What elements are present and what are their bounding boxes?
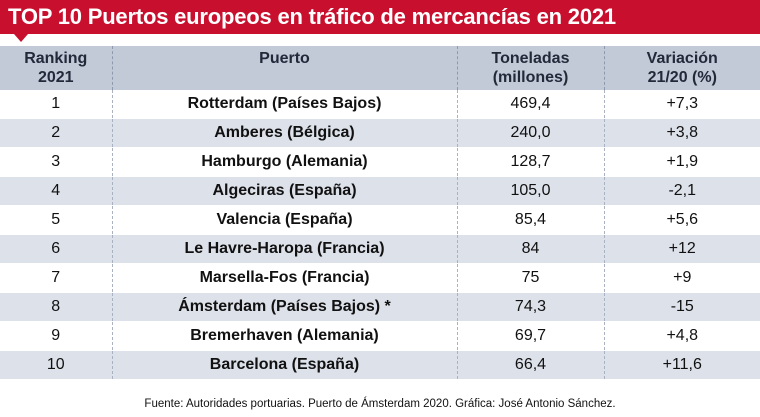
port-cell: Amberes (Bélgica) xyxy=(111,118,457,148)
tons-cell: 84 xyxy=(456,234,604,264)
table-row: 10 Barcelona (España) 66,4 +11,6 xyxy=(0,350,760,380)
header-ranking-line1: Ranking xyxy=(24,50,88,67)
page-title: TOP 10 Puertos europeos en tráfico de me… xyxy=(8,4,616,29)
rank-cell: 10 xyxy=(0,350,112,380)
table-row: 7 Marsella-Fos (Francia) 75 +9 xyxy=(0,263,760,293)
port-cell: Hamburgo (Alemania) xyxy=(111,147,457,177)
table-row: 4 Algeciras (España) 105,0 -2,1 xyxy=(0,176,760,206)
rank-cell: 7 xyxy=(0,263,112,293)
header-port: Puerto xyxy=(111,46,457,90)
header-ranking-line2: 2021 xyxy=(37,69,74,86)
rank-cell: 3 xyxy=(0,147,112,177)
table-row: 8 Ámsterdam (Países Bajos) * 74,3 -15 xyxy=(0,292,760,322)
header-variation-line2: 21/20 (%) xyxy=(647,69,717,86)
change-cell: +7,3 xyxy=(603,90,760,119)
rank-cell: 5 xyxy=(0,205,112,235)
table-header-row: Ranking 2021 Puerto Toneladas (millones)… xyxy=(0,46,760,90)
tons-cell: 128,7 xyxy=(456,147,604,177)
tons-cell: 75 xyxy=(456,263,604,293)
port-cell: Algeciras (España) xyxy=(111,176,457,206)
header-variation: Variación 21/20 (%) xyxy=(603,46,760,90)
table-row: 3 Hamburgo (Alemania) 128,7 +1,9 xyxy=(0,147,760,177)
rank-cell: 1 xyxy=(0,90,112,119)
port-cell: Marsella-Fos (Francia) xyxy=(111,263,457,293)
source-footer: Fuente: Autoridades portuarias. Puerto d… xyxy=(144,398,616,410)
change-cell: +5,6 xyxy=(603,205,760,235)
title-bar: TOP 10 Puertos europeos en tráfico de me… xyxy=(0,0,760,42)
rank-cell: 9 xyxy=(0,321,112,351)
table-row: 9 Bremerhaven (Alemania) 69,7 +4,8 xyxy=(0,321,760,351)
header-tons-line1: Toneladas xyxy=(491,50,570,67)
rank-cell: 8 xyxy=(0,292,112,322)
tons-cell: 85,4 xyxy=(456,205,604,235)
port-cell: Valencia (España) xyxy=(111,205,457,235)
change-cell: +12 xyxy=(603,234,760,264)
tons-cell: 240,0 xyxy=(456,118,604,148)
tons-cell: 469,4 xyxy=(456,90,604,119)
port-cell: Ámsterdam (Países Bajos) * xyxy=(111,292,457,322)
table-row: 5 Valencia (España) 85,4 +5,6 xyxy=(0,205,760,235)
header-port-label: Puerto xyxy=(259,50,310,67)
table-row: 2 Amberes (Bélgica) 240,0 +3,8 xyxy=(0,118,760,148)
change-cell: +11,6 xyxy=(603,350,760,380)
ports-table: Ranking 2021 Puerto Toneladas (millones)… xyxy=(0,46,760,380)
port-cell: Le Havre-Haropa (Francia) xyxy=(111,234,457,264)
table-row: 1 Rotterdam (Países Bajos) 469,4 +7,3 xyxy=(0,90,760,119)
change-cell: +9 xyxy=(603,263,760,293)
tons-cell: 105,0 xyxy=(456,176,604,206)
table-row: 6 Le Havre-Haropa (Francia) 84 +12 xyxy=(0,234,760,264)
header-tons: Toneladas (millones) xyxy=(456,46,604,90)
header-tons-line2: (millones) xyxy=(492,69,569,86)
rank-cell: 6 xyxy=(0,234,112,264)
change-cell: +1,9 xyxy=(603,147,760,177)
port-cell: Rotterdam (Países Bajos) xyxy=(111,90,457,119)
port-cell: Barcelona (España) xyxy=(111,350,457,380)
change-cell: -2,1 xyxy=(603,176,760,206)
header-ranking: Ranking 2021 xyxy=(0,46,112,90)
tons-cell: 69,7 xyxy=(456,321,604,351)
tons-cell: 66,4 xyxy=(456,350,604,380)
header-variation-line1: Variación xyxy=(646,50,718,67)
change-cell: +3,8 xyxy=(603,118,760,148)
port-cell: Bremerhaven (Alemania) xyxy=(111,321,457,351)
change-cell: +4,8 xyxy=(603,321,760,351)
tons-cell: 74,3 xyxy=(456,292,604,322)
rank-cell: 4 xyxy=(0,176,112,206)
rank-cell: 2 xyxy=(0,118,112,148)
title-notch xyxy=(14,34,28,42)
change-cell: -15 xyxy=(603,292,760,322)
